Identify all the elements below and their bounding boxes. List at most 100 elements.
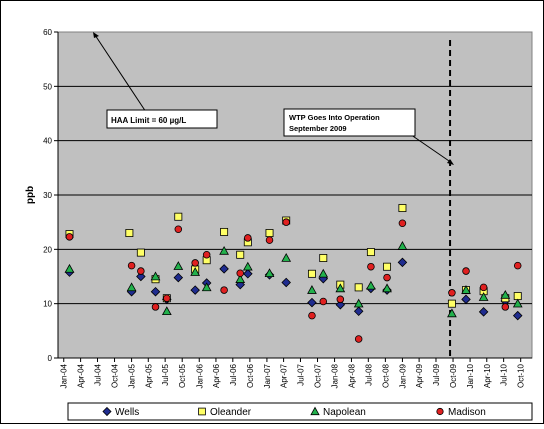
x-tick-label: Apr-09 — [415, 363, 424, 388]
marker-triangle — [190, 267, 201, 276]
marker-circle — [448, 289, 456, 297]
marker-circle — [137, 267, 145, 275]
x-tick-label: Jan-04 — [60, 363, 69, 388]
x-tick-label: Jan-08 — [331, 363, 340, 388]
marker-square — [366, 248, 375, 257]
x-tick-label: Oct-09 — [449, 363, 458, 388]
marker-circle — [398, 219, 407, 228]
marker-circle — [367, 262, 375, 271]
marker-square — [125, 229, 134, 238]
marker-circle — [174, 225, 183, 233]
marker-circle — [282, 218, 290, 226]
marker-square — [319, 254, 328, 262]
y-tick-label: 50 — [43, 82, 52, 91]
marker-square — [398, 204, 407, 213]
y-tick-label: 10 — [43, 300, 52, 309]
marker-circle — [127, 261, 136, 270]
legend-label: Wells — [115, 407, 139, 418]
marker-triangle — [461, 285, 471, 294]
legend-label: Napolean — [323, 407, 366, 418]
marker-diamond — [190, 285, 200, 295]
x-tick-label: Jan-05 — [128, 363, 137, 388]
series-napolean — [64, 241, 523, 318]
marker-circle — [383, 273, 391, 282]
y-tick-label: 0 — [48, 354, 53, 363]
marker-diamond — [173, 272, 184, 283]
x-tick-label: Apr-10 — [483, 363, 492, 388]
marker-diamond — [461, 294, 471, 305]
wtp-box — [283, 108, 416, 137]
legend-label: Oleander — [210, 407, 252, 418]
marker-circle — [163, 294, 171, 302]
marker-circle — [191, 259, 199, 267]
legend-box — [67, 402, 533, 421]
marker-diamond — [136, 271, 146, 282]
marker-circle — [436, 407, 444, 416]
marker-diamond — [397, 257, 408, 268]
x-tick-label: Jan-06 — [195, 363, 204, 388]
marker-square — [136, 248, 145, 257]
x-tick-label: Jul-08 — [364, 363, 373, 385]
y-tick-label: 20 — [43, 245, 52, 254]
x-tick-label: Jul-05 — [161, 363, 170, 385]
annotations: HAA Limit = 60 µg/L WTP Goes Into Operat… — [93, 32, 454, 165]
marker-diamond — [102, 406, 112, 417]
marker-diamond — [335, 299, 346, 310]
x-tick-label: Oct-07 — [314, 363, 323, 388]
haa-arrow-line — [94, 34, 147, 113]
series-madison — [65, 218, 522, 343]
legend: Wells Oleander Napolean Madison — [67, 402, 533, 421]
x-tick-label: Jul-07 — [296, 363, 305, 385]
marker-triangle — [397, 241, 408, 250]
marker-diamond — [243, 269, 253, 279]
legend-label: Madison — [448, 407, 486, 418]
y-tick-label: 60 — [43, 28, 52, 37]
haa-arrow-head — [93, 32, 99, 38]
x-tick-label: Apr-08 — [347, 363, 356, 388]
marker-triangle — [173, 261, 184, 270]
marker-circle — [308, 311, 316, 320]
marker-triangle — [64, 263, 75, 273]
marker-circle — [462, 267, 470, 275]
legend-item-oleander: Oleander — [198, 407, 252, 418]
marker-triangle — [161, 306, 172, 316]
marker-diamond — [478, 307, 489, 317]
wtp-arrow-head — [447, 159, 454, 165]
wtp-label-line2: September 2009 — [289, 124, 347, 133]
marker-triangle — [219, 245, 229, 255]
marker-square — [354, 283, 363, 292]
marker-triangle — [242, 261, 253, 271]
data-markers — [64, 204, 523, 343]
marker-diamond — [219, 264, 229, 274]
marker-triangle — [512, 298, 523, 308]
marker-square — [513, 292, 522, 301]
wtp-label-line1: WTP Goes Into Operation — [289, 113, 380, 122]
marker-triangle — [382, 283, 392, 293]
x-axis: Jan-04 Apr-04 Jul-04 Oct-04 Jan-05 Apr-05 Jul-… — [58, 357, 532, 388]
marker-square — [383, 262, 392, 271]
marker-triangle — [235, 274, 246, 283]
marker-triangle — [500, 289, 511, 299]
marker-circle — [354, 335, 363, 343]
x-tick-label: Jul-09 — [432, 363, 441, 385]
y-axis-label: ppb — [25, 186, 36, 204]
marker-circle — [513, 261, 522, 270]
marker-triangle — [366, 280, 376, 290]
marker-diamond — [353, 306, 364, 317]
y-tick-label: 40 — [43, 137, 52, 146]
marker-diamond — [512, 310, 523, 321]
marker-triangle — [126, 282, 137, 292]
marker-diamond — [150, 286, 161, 297]
marker-circle — [151, 303, 160, 311]
marker-circle — [479, 283, 488, 292]
marker-circle — [244, 234, 252, 242]
marker-square — [236, 250, 245, 259]
marker-circle — [202, 251, 211, 259]
x-tick-label: Apr-04 — [77, 363, 86, 388]
marker-diamond — [281, 277, 291, 288]
x-tick-label: Apr-05 — [144, 363, 153, 388]
x-tick-label: Jul-10 — [500, 363, 509, 385]
marker-triangle — [264, 268, 275, 278]
marker-triangle — [335, 283, 346, 293]
